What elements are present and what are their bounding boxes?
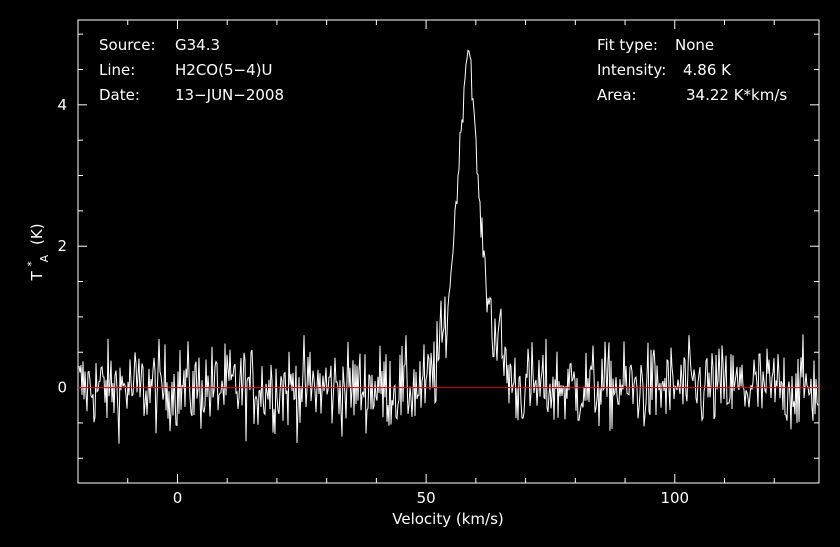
intensity-key: Intensity: bbox=[597, 61, 666, 79]
source-value: G34.3 bbox=[175, 36, 220, 54]
line-key: Line: bbox=[99, 61, 135, 79]
date-key: Date: bbox=[99, 86, 140, 104]
y-axis-label-sup: * bbox=[25, 261, 38, 267]
y-axis-label-unit: (K) bbox=[28, 223, 46, 245]
axis-ticks bbox=[77, 20, 819, 483]
x-tick-label: 0 bbox=[173, 489, 183, 507]
x-tick-label: 100 bbox=[660, 489, 689, 507]
plot-frame bbox=[77, 19, 820, 484]
intensity-value: 4.86 K bbox=[683, 61, 732, 79]
area-value: 34.22 K*km/s bbox=[686, 86, 787, 104]
info-block-left: Source: G34.3 Line: H2CO(5−4)U Date: 13−… bbox=[99, 36, 284, 104]
y-tick-label: 0 bbox=[57, 379, 67, 397]
y-axis-label-sub: A bbox=[38, 254, 51, 262]
svg-text:T * A (K): T * A (K) bbox=[21, 223, 52, 281]
y-axis-label-symbol: T bbox=[28, 271, 46, 282]
info-block-right: Fit type: None Intensity: 4.86 K Area: 3… bbox=[597, 36, 787, 104]
fit-type-key: Fit type: bbox=[597, 36, 658, 54]
line-value: H2CO(5−4)U bbox=[175, 61, 272, 79]
axis-tick-labels: 0 50 100 0 2 4 bbox=[57, 96, 689, 507]
source-key: Source: bbox=[99, 36, 156, 54]
spectrum-series bbox=[78, 49, 819, 444]
y-tick-label: 4 bbox=[57, 96, 67, 114]
y-tick-label: 2 bbox=[57, 237, 67, 255]
fit-type-value: None bbox=[675, 36, 714, 54]
x-tick-label: 50 bbox=[417, 489, 436, 507]
y-axis-label: T * A (K) bbox=[21, 223, 52, 281]
x-axis-label: Velocity (km/s) bbox=[392, 510, 503, 528]
date-value: 13−JUN−2008 bbox=[175, 86, 284, 104]
area-key: Area: bbox=[597, 86, 637, 104]
